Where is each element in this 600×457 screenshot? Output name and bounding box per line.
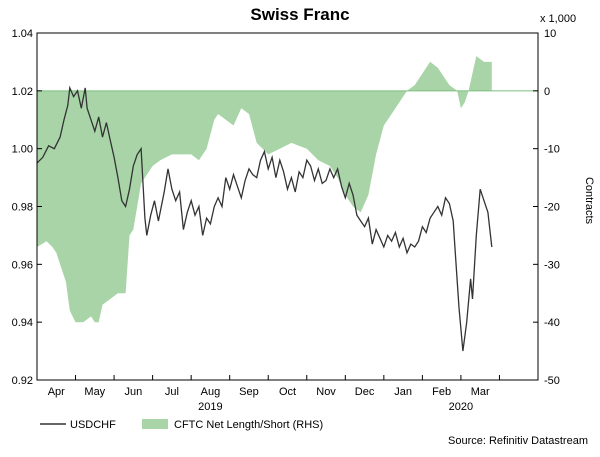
x-month-label: Mar: [471, 386, 490, 398]
x-month-label: Apr: [48, 386, 65, 398]
usdchf-line: [36, 85, 493, 352]
x-month-label: Feb: [432, 386, 451, 398]
right-axis-unit: x 1,000: [540, 13, 576, 25]
source-note: Source: Refinitiv Datastream: [448, 435, 588, 447]
right-axis-label: Contracts: [583, 177, 595, 225]
x-month-label: May: [84, 386, 105, 398]
legend-cftc-swatch: [142, 419, 168, 429]
right-tick-label: -40: [544, 317, 560, 329]
right-tick-label: -10: [544, 144, 560, 156]
x-month-label: Sep: [239, 386, 259, 398]
x-month-label: Aug: [201, 386, 221, 398]
left-tick-label: 0.98: [12, 202, 33, 214]
right-axis: 10 0 -10 -20 -30 -40 -50: [533, 28, 560, 387]
x-month-label: Dec: [355, 386, 375, 398]
x-month-label: Jun: [124, 386, 142, 398]
x-year-label: 2020: [449, 401, 473, 413]
right-tick-label: -50: [544, 375, 560, 387]
x-year-label: 2019: [198, 401, 222, 413]
x-month-label: Jul: [165, 386, 179, 398]
right-tick-label: -20: [544, 202, 560, 214]
left-axis: 1.04 1.02 1.00 0.98 0.96 0.94 0.92: [12, 28, 42, 387]
right-tick-label: 10: [544, 28, 556, 40]
left-tick-label: 0.94: [12, 317, 33, 329]
x-axis: Apr May Jun Jul Aug Sep Oct Nov Dec Jan Feb Mar 2019…: [36, 375, 500, 413]
chart-title: Swiss Franc: [250, 5, 349, 24]
left-tick-label: 1.02: [12, 86, 33, 98]
left-tick-label: 1.04: [12, 28, 33, 40]
right-tick-label: 0: [544, 86, 550, 98]
usdchf-line-layer: [36, 85, 493, 352]
left-tick-label: 0.92: [12, 375, 33, 387]
legend: USDCHF CFTC Net Length/Short (RHS): [40, 419, 323, 431]
x-month-label: Oct: [279, 386, 296, 398]
cftc-area-layer: [37, 56, 492, 323]
right-tick-label: -30: [544, 259, 560, 271]
legend-cftc-label: CFTC Net Length/Short (RHS): [174, 419, 323, 431]
left-tick-label: 0.96: [12, 259, 33, 271]
legend-usdchf-label: USDCHF: [70, 419, 116, 431]
x-month-label: Nov: [316, 386, 336, 398]
x-month-label: Jan: [394, 386, 412, 398]
left-tick-label: 1.00: [12, 144, 33, 156]
cftc-area: [37, 56, 492, 323]
